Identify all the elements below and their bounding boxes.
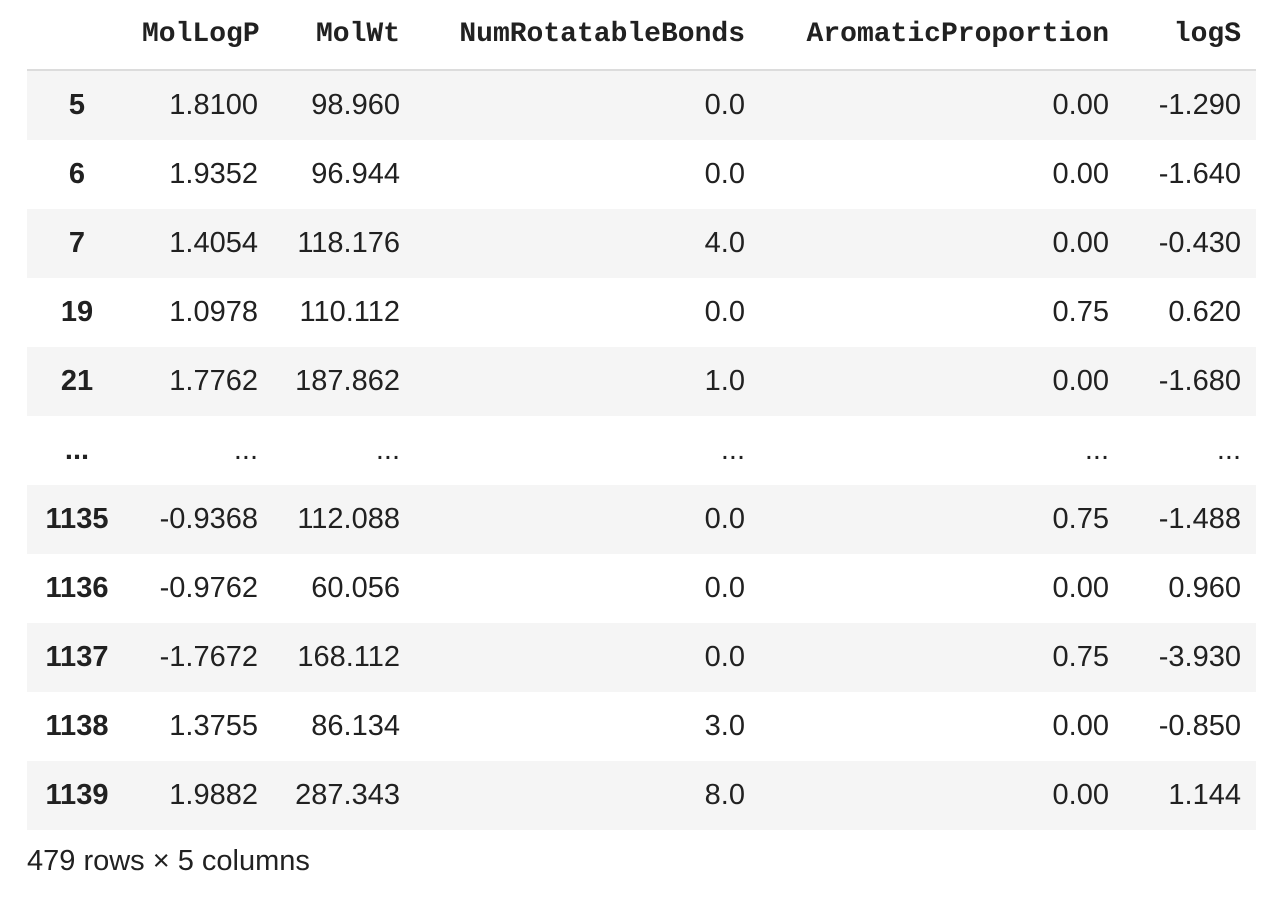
table-cell: 0.00 bbox=[1052, 89, 1109, 121]
table-cell: 110.112 bbox=[299, 296, 400, 328]
table-cell: -0.430 bbox=[1158, 227, 1241, 259]
dataframe-table: MolLogP MolWt NumRotatableBonds Aromatic… bbox=[27, 0, 1256, 830]
row-index: 1136 bbox=[45, 572, 109, 604]
table-row: 1136 -0.9762 60.056 0.0 0.00 0.960 bbox=[27, 554, 1256, 623]
column-header-mollogp: MolLogP bbox=[127, 0, 273, 71]
table-cell: ... bbox=[1084, 434, 1109, 466]
column-header-molwt: MolWt bbox=[273, 0, 415, 71]
row-index: 1138 bbox=[45, 710, 109, 742]
table-cell: 86.134 bbox=[311, 710, 400, 742]
table-cell: 0.00 bbox=[1052, 572, 1109, 604]
table-cell: 1.0978 bbox=[169, 296, 258, 328]
column-header-numrotatablebonds: NumRotatableBonds bbox=[415, 0, 760, 71]
table-cell: -1.7672 bbox=[159, 641, 258, 673]
column-header-aromaticproportion: AromaticProportion bbox=[760, 0, 1124, 71]
table-cell: 4.0 bbox=[704, 227, 745, 259]
table-cell: 1.0 bbox=[704, 365, 745, 397]
table-cell: 0.0 bbox=[704, 503, 745, 535]
table-cell: 60.056 bbox=[311, 572, 400, 604]
row-index: 7 bbox=[68, 227, 86, 259]
column-header-logs: logS bbox=[1124, 0, 1256, 71]
table-cell: 112.088 bbox=[297, 503, 400, 535]
table-cell: 0.0 bbox=[704, 572, 745, 604]
table-cell: 1.7762 bbox=[169, 365, 258, 397]
table-cell: ... bbox=[1216, 434, 1241, 466]
table-cell: 1.4054 bbox=[169, 227, 258, 259]
table-cell: ... bbox=[720, 434, 745, 466]
table-cell: -0.9368 bbox=[159, 503, 258, 535]
table-cell: 0.75 bbox=[1052, 503, 1109, 535]
table-cell: 0.75 bbox=[1052, 641, 1109, 673]
header-row: MolLogP MolWt NumRotatableBonds Aromatic… bbox=[27, 0, 1256, 71]
table-cell: 3.0 bbox=[704, 710, 745, 742]
table-row: 6 1.9352 96.944 0.0 0.00 -1.640 bbox=[27, 140, 1256, 209]
table-cell: 8.0 bbox=[704, 779, 745, 811]
row-index: 6 bbox=[68, 158, 86, 190]
table-cell: -1.488 bbox=[1158, 503, 1241, 535]
table-cell: 187.862 bbox=[295, 365, 400, 397]
table-cell: 168.112 bbox=[297, 641, 400, 673]
table-cell: 0.00 bbox=[1052, 710, 1109, 742]
table-cell: 98.960 bbox=[311, 89, 400, 121]
table-cell: 96.944 bbox=[311, 158, 400, 190]
table-cell: 0.00 bbox=[1052, 227, 1109, 259]
row-index: 19 bbox=[60, 296, 94, 328]
table-row: 1137 -1.7672 168.112 0.0 0.75 -3.930 bbox=[27, 623, 1256, 692]
table-cell: 0.0 bbox=[704, 296, 745, 328]
row-index: 1137 bbox=[45, 641, 109, 673]
index-header bbox=[27, 0, 127, 71]
table-row: 5 1.8100 98.960 0.0 0.00 -1.290 bbox=[27, 70, 1256, 140]
table-cell: 1.8100 bbox=[169, 89, 258, 121]
table-cell: 118.176 bbox=[297, 227, 400, 259]
row-index: 1139 bbox=[45, 779, 109, 811]
row-index: 21 bbox=[60, 365, 94, 397]
table-cell: 0.00 bbox=[1052, 158, 1109, 190]
table-cell: ... bbox=[233, 434, 258, 466]
table-cell: -0.850 bbox=[1158, 710, 1241, 742]
table-cell: -1.290 bbox=[1158, 89, 1241, 121]
row-index: 5 bbox=[68, 89, 86, 121]
table-row: 21 1.7762 187.862 1.0 0.00 -1.680 bbox=[27, 347, 1256, 416]
row-index: 1135 bbox=[45, 503, 109, 535]
table-cell: -0.9762 bbox=[159, 572, 258, 604]
table-cell: 0.0 bbox=[704, 641, 745, 673]
table-cell: -1.680 bbox=[1158, 365, 1241, 397]
row-index: ... bbox=[64, 434, 90, 466]
table-cell: 0.0 bbox=[704, 89, 745, 121]
table-cell: 0.620 bbox=[1168, 296, 1241, 328]
table-cell: 287.343 bbox=[295, 779, 400, 811]
table-body: 5 1.8100 98.960 0.0 0.00 -1.290 6 1.9352 96.944 0… bbox=[27, 70, 1256, 830]
dataframe-output: MolLogP MolWt NumRotatableBonds Aromatic… bbox=[27, 0, 1256, 830]
table-cell: 1.144 bbox=[1168, 779, 1241, 811]
table-cell: -3.930 bbox=[1158, 641, 1241, 673]
table-cell: 0.0 bbox=[704, 158, 745, 190]
ellipsis-row: .................. bbox=[27, 416, 1256, 485]
table-row: 1135 -0.9368 112.088 0.0 0.75 -1.488 bbox=[27, 485, 1256, 554]
table-row: 1139 1.9882 287.343 8.0 0.00 1.144 bbox=[27, 761, 1256, 830]
dataframe-shape-text: 479 rows × 5 columns bbox=[27, 845, 310, 877]
table-cell: ... bbox=[375, 434, 400, 466]
table-cell: -1.640 bbox=[1158, 158, 1241, 190]
table-cell: 1.3755 bbox=[169, 710, 258, 742]
table-cell: 0.960 bbox=[1168, 572, 1241, 604]
table-cell: 0.75 bbox=[1052, 296, 1109, 328]
table-row: 1138 1.3755 86.134 3.0 0.00 -0.850 bbox=[27, 692, 1256, 761]
table-cell: 1.9882 bbox=[169, 779, 258, 811]
table-cell: 0.00 bbox=[1052, 365, 1109, 397]
table-cell: 0.00 bbox=[1052, 779, 1109, 811]
table-row: 19 1.0978 110.112 0.0 0.75 0.620 bbox=[27, 278, 1256, 347]
table-cell: 1.9352 bbox=[169, 158, 258, 190]
table-row: 7 1.4054 118.176 4.0 0.00 -0.430 bbox=[27, 209, 1256, 278]
